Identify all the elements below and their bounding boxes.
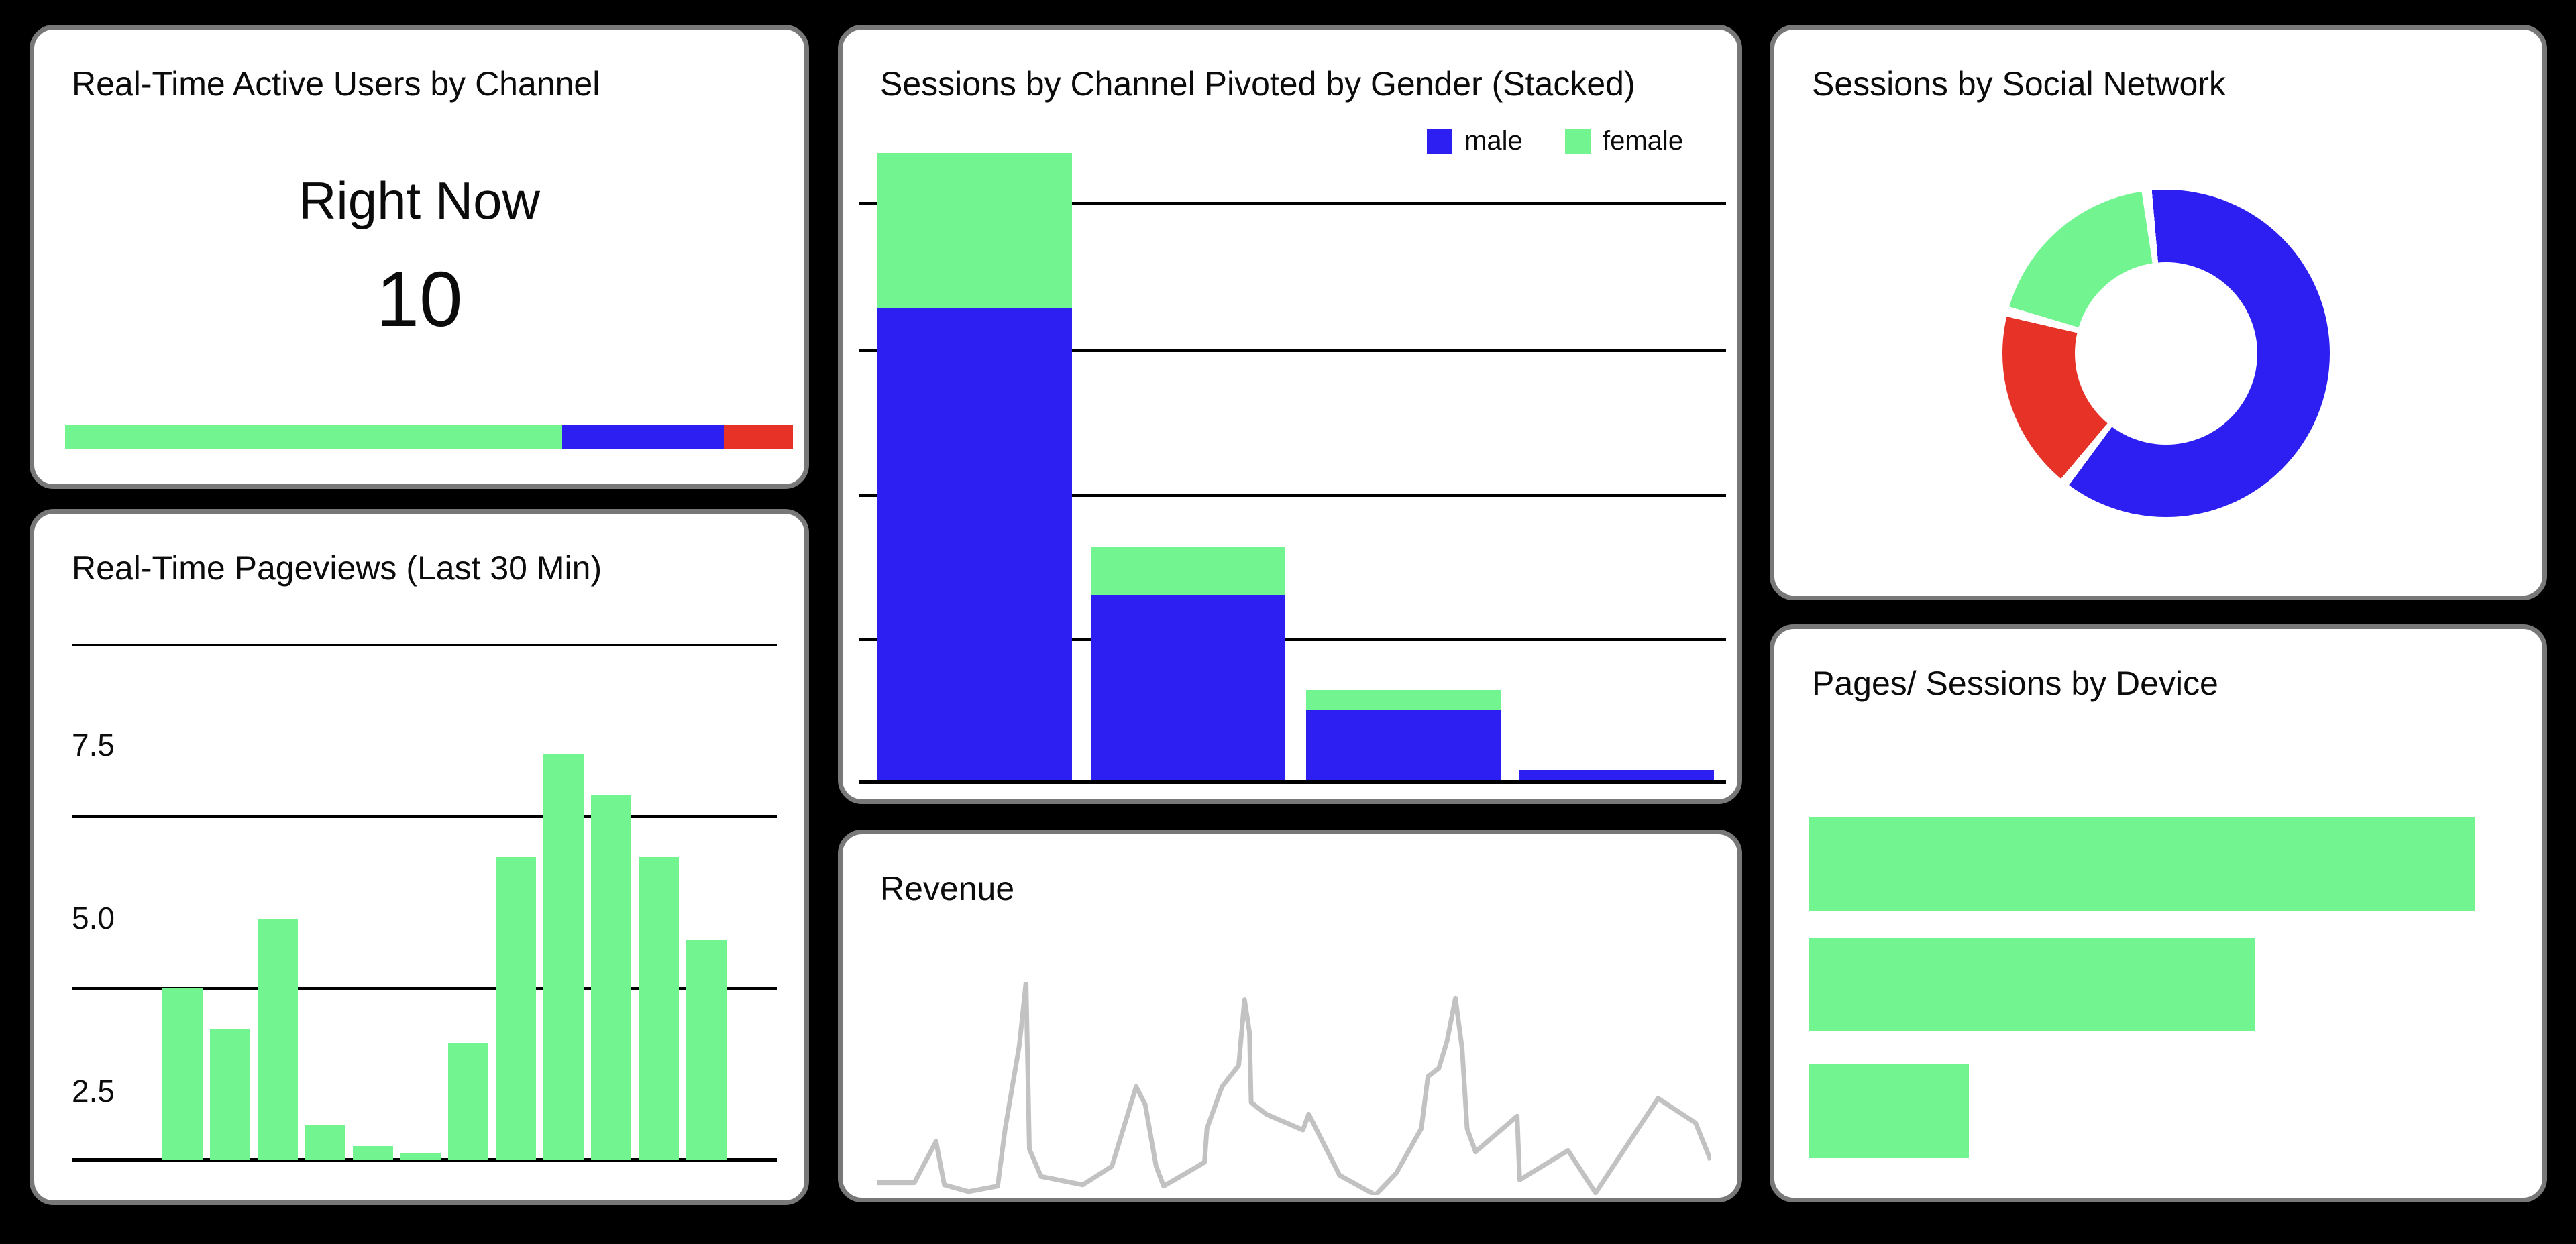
stacked-segment-male <box>1306 710 1501 780</box>
realtime-channel-bar <box>65 425 793 449</box>
card-title-social-network: Sessions by Social Network <box>1812 65 2226 103</box>
y-axis-tick-label: 2.5 <box>72 1074 115 1109</box>
pageviews-bar <box>353 1146 393 1160</box>
legend-item-male: male <box>1427 126 1523 156</box>
stacked-segment-male <box>877 308 1072 780</box>
right-now-value: 10 <box>376 256 463 343</box>
stacked-segment-male <box>1519 770 1714 780</box>
pageviews-bar <box>400 1153 441 1160</box>
pageviews-bar <box>496 857 536 1160</box>
pageviews-plot: 7.5 5.0 2.5 <box>34 514 804 1200</box>
card-revenue: Revenue <box>838 830 1742 1202</box>
legend-label-male: male <box>1464 126 1523 156</box>
card-realtime-active-users: Real-Time Active Users by Channel Right … <box>30 25 809 489</box>
revenue-line <box>877 982 1711 1195</box>
legend-item-female: female <box>1565 126 1683 156</box>
x-axis-line <box>72 1158 777 1162</box>
stacked-segment-female <box>1306 690 1501 710</box>
legend-swatch-male-icon <box>1427 128 1452 154</box>
stacked-segment-female <box>877 153 1072 308</box>
gridline <box>72 644 777 646</box>
gridline <box>72 987 777 990</box>
gridline <box>859 202 1726 205</box>
device-bar <box>1809 938 2255 1031</box>
card-pages-sessions-by-device: Pages/ Sessions by Device <box>1770 624 2547 1202</box>
bar-segment-red <box>724 425 793 449</box>
pageviews-bar <box>258 919 298 1160</box>
stacked-bar <box>1519 30 1714 780</box>
stacked-bar <box>877 30 1072 780</box>
card-title-realtime-active-users: Real-Time Active Users by Channel <box>72 65 600 103</box>
card-title-sessions-by-channel: Sessions by Channel Pivoted by Gender (S… <box>880 65 1635 103</box>
channel-gender-bars <box>843 30 1747 780</box>
gridline <box>859 494 1726 497</box>
y-axis-tick-label: 5.0 <box>72 901 115 936</box>
x-axis-line <box>859 780 1726 784</box>
bar-segment-blue <box>562 425 724 449</box>
card-sessions-by-social-network: Sessions by Social Network <box>1770 25 2547 600</box>
pageviews-bar <box>686 940 727 1160</box>
legend-label-female: female <box>1603 126 1684 156</box>
gridline <box>72 815 777 818</box>
donut-hole <box>2075 262 2257 445</box>
pageviews-bar <box>639 857 679 1160</box>
stacked-bar <box>1306 30 1501 780</box>
device-bar <box>1809 1064 1969 1158</box>
pageviews-bar <box>305 1125 345 1160</box>
pageviews-bar <box>210 1029 250 1160</box>
device-bar <box>1809 817 2475 911</box>
device-bars <box>1809 817 2479 1166</box>
pageviews-bar <box>162 988 203 1160</box>
card-sessions-by-channel-gender: Sessions by Channel Pivoted by Gender (S… <box>838 25 1742 804</box>
pageviews-bars <box>162 514 780 1160</box>
card-title-realtime-pageviews: Real-Time Pageviews (Last 30 Min) <box>72 549 602 587</box>
legend-swatch-female-icon <box>1565 128 1591 154</box>
gridline <box>859 638 1726 641</box>
stacked-segment-male <box>1091 595 1285 780</box>
revenue-chart <box>877 982 1711 1195</box>
stacked-bar <box>1091 30 1285 780</box>
card-title-pages-sessions-device: Pages/ Sessions by Device <box>1812 665 2218 702</box>
y-axis-tick-label: 7.5 <box>72 728 115 762</box>
pageviews-bar <box>591 795 631 1160</box>
pageviews-bar <box>543 754 584 1160</box>
stacked-segment-female <box>1091 547 1285 595</box>
right-now-label: Right Now <box>299 171 540 230</box>
gridline <box>859 349 1726 352</box>
card-title-revenue: Revenue <box>880 870 1015 907</box>
channel-gender-plot <box>843 30 1737 799</box>
pageviews-bar <box>448 1043 488 1160</box>
card-realtime-pageviews: Real-Time Pageviews (Last 30 Min) 7.5 5.… <box>30 509 809 1205</box>
bar-segment-green <box>65 425 563 449</box>
